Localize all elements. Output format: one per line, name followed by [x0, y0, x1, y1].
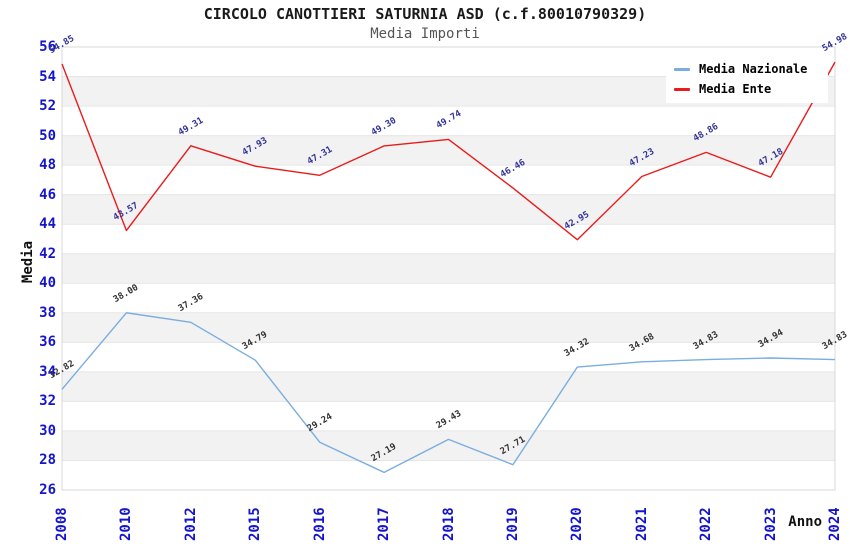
- legend: Media Nazionale Media Ente: [666, 56, 828, 103]
- x-tick-label: 2008: [54, 507, 70, 541]
- legend-swatch: [674, 87, 690, 91]
- grid-band: [62, 253, 835, 284]
- y-tick-label: 42: [39, 245, 56, 262]
- y-tick-label: 52: [39, 98, 56, 115]
- x-tick-label: 2012: [182, 507, 199, 541]
- x-tick-label: 2021: [633, 507, 650, 541]
- x-tick-label: 2017: [376, 507, 393, 541]
- x-tick-label: 2020: [569, 507, 586, 541]
- legend-item: Media Nazionale: [674, 62, 820, 76]
- series-line-media-ente: [61, 61, 836, 241]
- y-tick-label: 38: [39, 304, 56, 321]
- legend-swatch: [674, 67, 690, 71]
- grid-band: [62, 312, 835, 343]
- grid-band: [62, 135, 835, 166]
- y-tick-label: 28: [39, 452, 56, 469]
- x-tick-label: 2015: [247, 507, 264, 541]
- y-tick-label: 56: [39, 39, 56, 55]
- legend-label: Media Nazionale: [699, 62, 808, 76]
- y-tick-label: 44: [39, 216, 56, 233]
- x-tick-label: 2022: [698, 507, 715, 541]
- y-tick-label: 40: [39, 275, 56, 292]
- y-tick-label: 36: [39, 334, 56, 351]
- y-tick-label: 34: [39, 363, 56, 380]
- x-axis-title: Anno: [788, 514, 822, 530]
- y-tick-label: 50: [39, 127, 56, 144]
- y-tick-label: 54: [39, 68, 56, 85]
- x-tick-label: 2018: [440, 507, 457, 541]
- y-axis-title: Media: [20, 240, 36, 284]
- series-line-media-nazionale: [61, 312, 836, 474]
- legend-item: Media Ente: [674, 82, 820, 96]
- plot-border: [61, 46, 836, 491]
- y-tick-label: 32: [39, 393, 56, 410]
- grid-band: [62, 371, 835, 402]
- x-tick-label: 2016: [311, 507, 328, 541]
- grid-band: [62, 430, 835, 461]
- x-tick-label: 2010: [118, 507, 135, 541]
- y-tick-label: 30: [39, 422, 56, 439]
- y-tick-label: 26: [39, 482, 56, 498]
- x-tick-label: 2019: [504, 507, 521, 541]
- chart-title: CIRCOLO CANOTTIERI SATURNIA ASD (c.f.800…: [203, 5, 647, 23]
- y-tick-label: 46: [39, 186, 56, 203]
- legend-label: Media Ente: [699, 82, 772, 96]
- y-tick-label: 48: [39, 157, 56, 174]
- chart-subtitle: Media Importi: [370, 26, 480, 42]
- grid-band: [62, 194, 835, 225]
- x-tick-label: 2024: [827, 507, 843, 541]
